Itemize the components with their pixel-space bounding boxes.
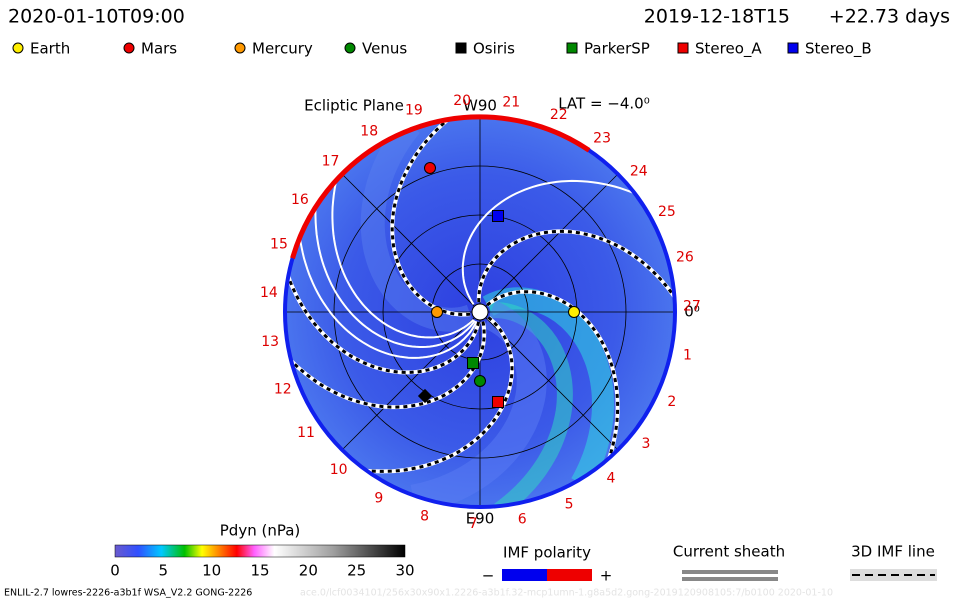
density-band — [489, 302, 573, 507]
carrington-label: 21 — [502, 94, 520, 110]
colorbar-tick: 25 — [347, 562, 366, 580]
sheath-dash — [486, 290, 620, 467]
carrington-label: 6 — [518, 512, 527, 528]
carrington-label: 26 — [676, 250, 694, 266]
carrington-label: 14 — [260, 285, 278, 301]
sheath-dash — [285, 321, 486, 409]
imf-line-title: 3D IMF line — [851, 543, 935, 561]
colorbar — [114, 544, 406, 558]
carrington-label: 13 — [261, 334, 279, 350]
marker — [787, 42, 799, 54]
sheath-dash — [477, 229, 675, 305]
grid-ring — [333, 165, 627, 459]
density-band — [482, 287, 615, 489]
polarity-title: IMF polarity — [503, 544, 591, 562]
field-line — [461, 179, 643, 305]
carrington-label: 1 — [683, 347, 692, 363]
marker — [492, 210, 504, 222]
carrington-label: 10 — [330, 462, 348, 478]
sun — [471, 303, 489, 321]
colorbar-tick: 30 — [395, 562, 414, 580]
legend-label: Stereo_B — [805, 40, 872, 59]
marker — [344, 42, 356, 54]
offset: +22.73 days — [829, 6, 950, 28]
colorbar-tick: 5 — [159, 562, 169, 580]
colorbar-tick: 0 — [110, 562, 120, 580]
carrington-label: 24 — [630, 164, 648, 180]
carrington-label: 4 — [607, 471, 616, 487]
legend-label: Stereo_A — [695, 40, 762, 59]
carrington-label: 17 — [322, 154, 340, 170]
ref-date: 2019-12-18T15 — [644, 6, 790, 28]
density-band — [410, 300, 547, 507]
polarity-neg — [502, 569, 547, 581]
footer: ENLIL-2.7 lowres-2226-a3b1f WSA_V2.2 GON… — [4, 588, 252, 599]
plot-title: Ecliptic Plane — [304, 97, 404, 115]
legend-label: Mars — [141, 40, 177, 58]
carrington-label: 16 — [291, 192, 309, 208]
marker — [467, 357, 479, 369]
sheath-dash — [358, 316, 514, 473]
field-line — [297, 229, 478, 359]
e90: E90 — [466, 510, 495, 528]
lat: LAT = −4.0⁰ — [558, 95, 650, 113]
w90: W90 — [463, 97, 497, 115]
footer-faint: ace.0/lcf0034101/256x30x90x1.2226-a3b1f.… — [300, 588, 833, 599]
carrington-label: 12 — [274, 382, 292, 398]
carrington-label: 18 — [360, 123, 378, 139]
minus: − — [482, 567, 495, 585]
field-line — [314, 199, 476, 348]
carrington-label: 15 — [270, 237, 288, 253]
marker — [424, 162, 436, 174]
carrington-label: 9 — [374, 490, 383, 506]
carrington-label: 25 — [658, 204, 676, 220]
ecliptic-plot — [283, 114, 677, 509]
colorbar-title: Pdyn (nPa) — [220, 522, 301, 540]
carrington-label: 2 — [667, 394, 676, 410]
marker — [234, 42, 246, 54]
marker — [677, 42, 689, 54]
carrington-label: 5 — [565, 496, 574, 512]
marker — [455, 42, 467, 54]
date: 2020-01-10T09:00 — [8, 6, 185, 28]
sheath-dash — [285, 268, 481, 374]
carrington-label: 8 — [420, 509, 429, 525]
marker — [431, 306, 443, 318]
carrington-label: 19 — [405, 103, 423, 119]
zero: 0⁰ — [684, 303, 700, 321]
density-band — [360, 118, 475, 332]
sheath-title: Current sheath — [673, 543, 785, 561]
polarity-pos — [547, 569, 592, 581]
carrington-label: 3 — [641, 436, 650, 452]
legend-label: Earth — [30, 40, 70, 58]
legend-label: ParkerSP — [584, 40, 650, 58]
carrington-label: 23 — [593, 131, 611, 147]
carrington-label: 27 — [683, 298, 701, 314]
marker — [12, 42, 24, 54]
rim-positive — [290, 114, 591, 259]
legend: Earth Mars Mercury Venus Osiris ParkerSP Stere… — [12, 40, 872, 59]
field — [285, 117, 675, 507]
marker — [566, 42, 578, 54]
colorbar-tick: 15 — [250, 562, 269, 580]
colorbar-tick: 10 — [202, 562, 221, 580]
carrington-label: 20 — [453, 93, 471, 109]
legend-label: Venus — [362, 40, 407, 58]
carrington-label: 7 — [469, 516, 478, 532]
body — [417, 388, 433, 404]
marker — [492, 396, 504, 408]
field-line — [331, 172, 475, 339]
carrington-label: 11 — [297, 425, 315, 441]
marker — [568, 306, 580, 318]
colorbar-tick: 20 — [299, 562, 318, 580]
carrington-label: 22 — [550, 107, 568, 123]
plus: + — [600, 567, 613, 585]
legend-label: Osiris — [473, 40, 515, 58]
marker — [474, 375, 486, 387]
marker — [123, 42, 135, 54]
legend-label: Mercury — [252, 40, 313, 58]
